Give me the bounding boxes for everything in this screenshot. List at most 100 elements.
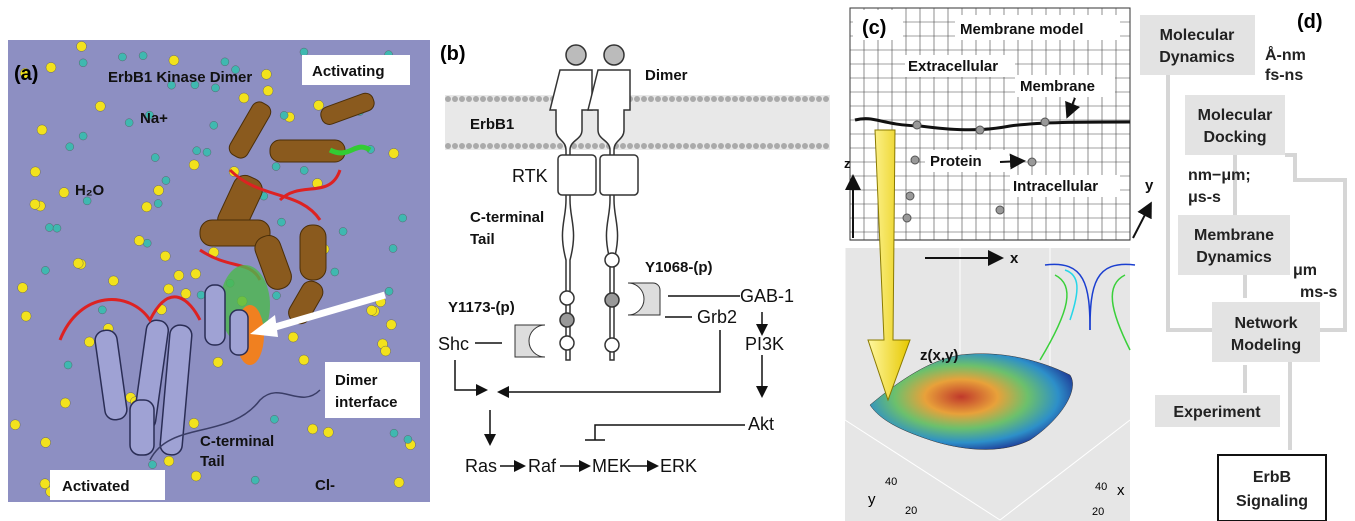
lipid bbox=[746, 96, 752, 102]
ion bbox=[41, 437, 51, 447]
lipid bbox=[634, 143, 640, 149]
lipid bbox=[767, 143, 773, 149]
lipid bbox=[655, 143, 661, 149]
ion bbox=[76, 41, 86, 51]
line: Membrane bbox=[1194, 227, 1274, 244]
ion bbox=[386, 320, 396, 330]
lipid bbox=[578, 143, 584, 149]
lipid bbox=[739, 96, 745, 102]
ion bbox=[273, 292, 281, 300]
ion bbox=[191, 471, 201, 481]
ion bbox=[239, 93, 249, 103]
line: Dimer bbox=[335, 372, 378, 389]
receptors bbox=[550, 45, 638, 360]
lipid bbox=[774, 96, 780, 102]
tick-label: 20 bbox=[1092, 506, 1104, 518]
label: Protein bbox=[930, 153, 982, 170]
ion bbox=[399, 214, 407, 222]
lipid bbox=[781, 143, 787, 149]
label: GAB-1 bbox=[740, 286, 794, 306]
ion bbox=[40, 479, 50, 489]
lipid bbox=[809, 96, 815, 102]
lipid bbox=[487, 96, 493, 102]
lipid bbox=[508, 143, 514, 149]
ion bbox=[164, 284, 174, 294]
line: nm−μm; bbox=[1188, 167, 1251, 184]
ion bbox=[299, 355, 309, 365]
line: Dynamics bbox=[1196, 249, 1272, 266]
lipid bbox=[697, 96, 703, 102]
panel-label: (a) bbox=[14, 63, 38, 85]
lipid bbox=[690, 143, 696, 149]
line: Molecular bbox=[1198, 107, 1273, 124]
ion bbox=[221, 58, 229, 66]
lipid bbox=[473, 143, 479, 149]
ion bbox=[41, 266, 49, 274]
ion bbox=[210, 121, 218, 129]
lipid bbox=[697, 143, 703, 149]
lipid bbox=[662, 143, 668, 149]
lipid bbox=[445, 96, 451, 102]
lipid bbox=[648, 96, 654, 102]
ion bbox=[367, 305, 377, 315]
lipid bbox=[459, 96, 465, 102]
lipid bbox=[522, 96, 528, 102]
lipid bbox=[585, 143, 591, 149]
ion bbox=[314, 100, 324, 110]
panel-label: (b) bbox=[440, 43, 466, 65]
lipid bbox=[704, 143, 710, 149]
tick-label: 40 bbox=[1095, 481, 1107, 493]
lipid bbox=[662, 96, 668, 102]
lipid bbox=[466, 96, 472, 102]
lipid bbox=[627, 143, 633, 149]
ion bbox=[164, 456, 174, 466]
lipid bbox=[823, 143, 829, 149]
label: Cl- bbox=[315, 477, 335, 494]
lipid bbox=[501, 96, 507, 102]
ion bbox=[84, 337, 94, 347]
lipid bbox=[557, 143, 563, 149]
ion bbox=[66, 143, 74, 151]
ion bbox=[160, 251, 170, 261]
label: Membrane bbox=[1020, 78, 1095, 95]
ion bbox=[45, 224, 53, 232]
lipid bbox=[620, 143, 626, 149]
lipid bbox=[746, 143, 752, 149]
lipid bbox=[676, 96, 682, 102]
label: Extracellular bbox=[908, 58, 998, 75]
ion bbox=[213, 357, 223, 367]
lipid bbox=[536, 96, 542, 102]
lipid bbox=[760, 96, 766, 102]
ion bbox=[390, 429, 398, 437]
label: Membrane model bbox=[960, 21, 1083, 38]
axis-label: z bbox=[844, 156, 851, 171]
lipid bbox=[466, 143, 472, 149]
ion bbox=[300, 166, 308, 174]
ion bbox=[263, 86, 273, 96]
lipid bbox=[487, 143, 493, 149]
label: ErbB1 Kinase Dimer bbox=[108, 69, 252, 86]
lipid bbox=[515, 96, 521, 102]
ion bbox=[30, 199, 40, 209]
label: Y1068-(p) bbox=[645, 259, 713, 276]
line: Tail bbox=[470, 231, 495, 248]
lipid bbox=[816, 143, 822, 149]
axis-label: y bbox=[1145, 177, 1154, 194]
ion bbox=[389, 148, 399, 158]
lipid bbox=[795, 96, 801, 102]
ion bbox=[203, 148, 211, 156]
grb2-domain bbox=[628, 283, 660, 315]
ion bbox=[73, 258, 83, 268]
ion bbox=[143, 239, 151, 247]
lipid bbox=[732, 143, 738, 149]
ion bbox=[169, 55, 179, 65]
ion bbox=[53, 224, 61, 232]
line: ErbB bbox=[1253, 469, 1291, 486]
label: μmms-s bbox=[1293, 262, 1337, 301]
lipid bbox=[767, 96, 773, 102]
ion bbox=[261, 69, 271, 79]
ion bbox=[98, 306, 106, 314]
line: Signaling bbox=[1236, 493, 1308, 510]
